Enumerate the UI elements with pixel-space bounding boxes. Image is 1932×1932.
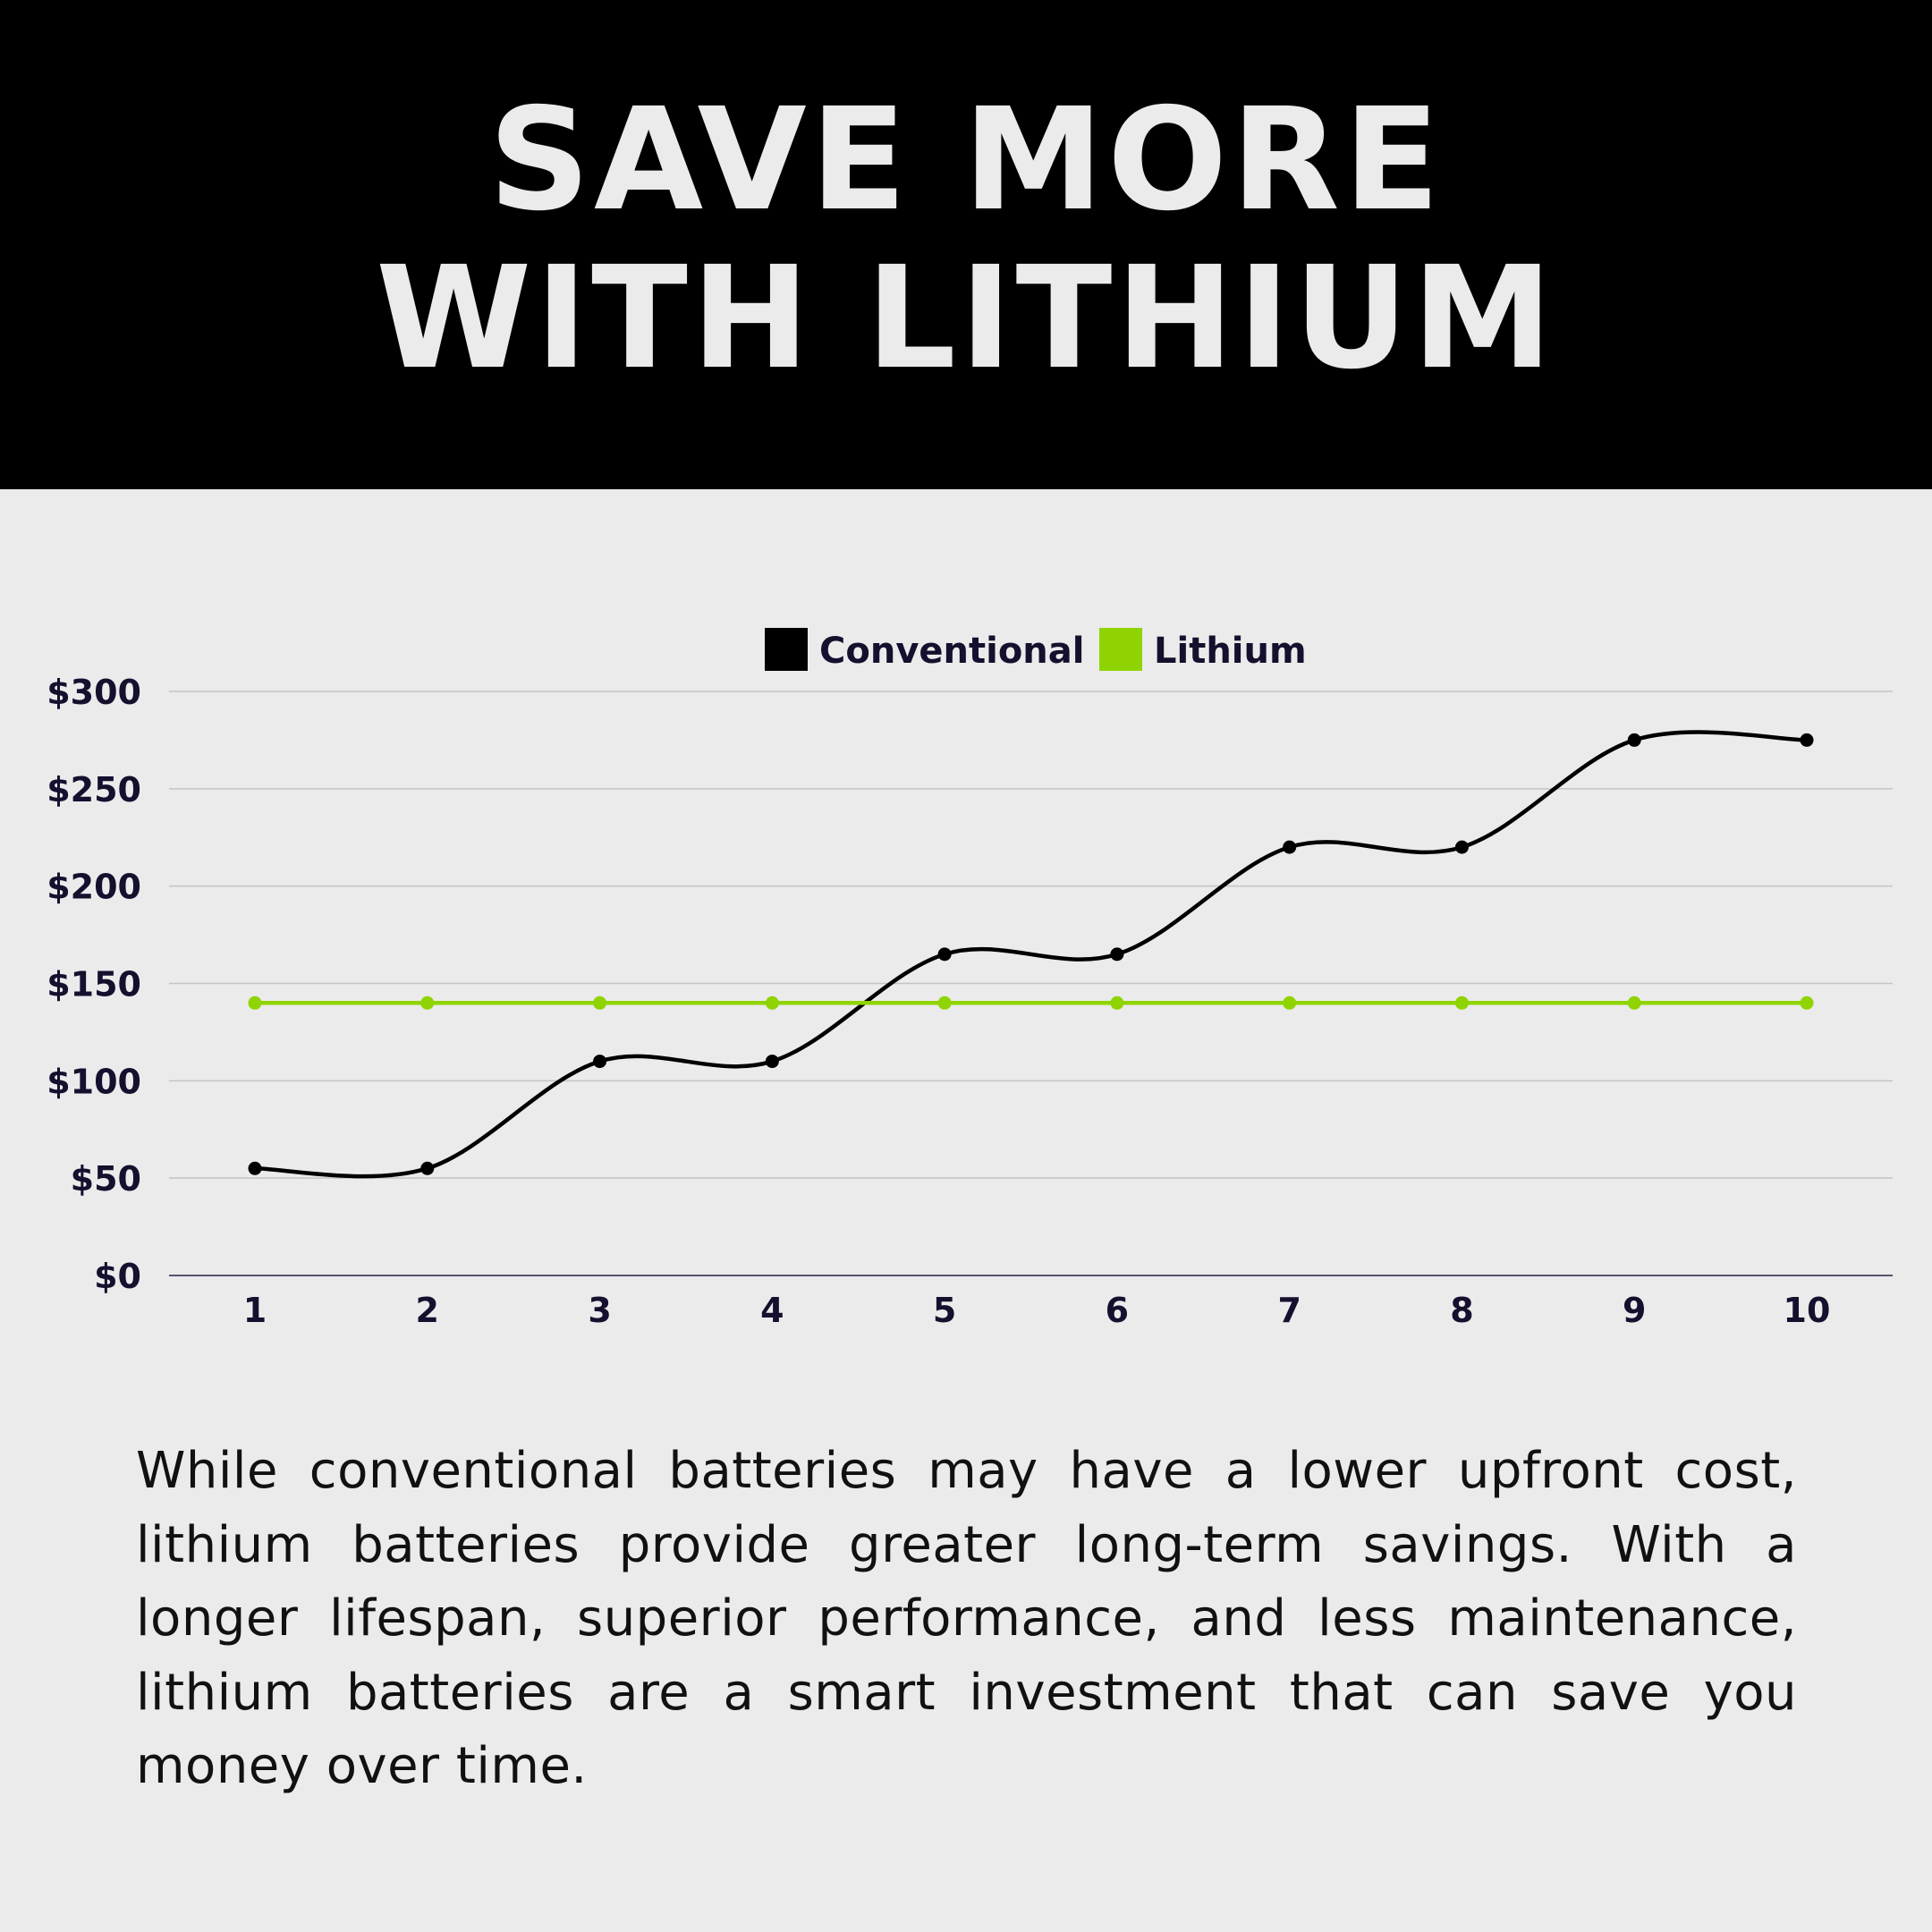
data-point-lithium [593,996,607,1010]
y-tick-label: $200 [47,868,141,907]
data-point-conventional [1627,733,1641,747]
title-line-1: SAVE MORE [488,78,1444,242]
data-point-lithium [1627,996,1641,1010]
data-point-conventional [1110,947,1124,962]
data-point-conventional [248,1161,262,1175]
y-tick-label: $100 [47,1062,141,1101]
data-point-lithium [248,996,262,1010]
data-point-conventional [420,1161,435,1175]
data-point-lithium [420,996,435,1010]
x-tick-label: 6 [1106,1291,1129,1330]
body-paragraph: While conventional batteries may have a … [136,1442,1797,1795]
data-point-lithium [937,996,952,1010]
x-tick-label: 10 [1784,1291,1831,1330]
y-tick-label: $150 [47,965,141,1004]
data-point-lithium [1283,996,1297,1010]
x-tick-label: 8 [1450,1291,1473,1330]
data-point-conventional [937,947,952,962]
legend-label: Conventional [819,631,1084,672]
x-tick-label: 1 [243,1291,267,1330]
data-point-conventional [1283,840,1297,854]
series-line-conventional [254,730,1808,1179]
title-line-2: WITH LITHIUM [376,236,1556,401]
data-point-conventional [593,1055,607,1069]
legend-swatch-conventional [765,628,808,671]
legend-swatch-lithium [1099,628,1142,671]
x-tick-label: 9 [1623,1291,1646,1330]
data-point-conventional [1454,840,1469,854]
data-point-lithium [765,996,779,1010]
data-point-lithium [1800,996,1814,1010]
y-tick-label: $50 [71,1159,141,1199]
line-chart: $0 $50 $100 $150 $200 $250 $300 1 2 3 4 5 6 7 8 9 10 Conv… [47,628,1893,1330]
y-tick-label: $0 [94,1257,141,1296]
x-tick-label: 4 [760,1291,784,1330]
x-tick-label: 2 [416,1291,439,1330]
x-tick-label: 3 [588,1291,611,1330]
data-point-conventional [765,1055,779,1069]
x-tick-label: 5 [933,1291,956,1330]
data-point-lithium [1454,996,1469,1010]
y-tick-label: $250 [47,770,141,809]
data-point-conventional [1800,733,1814,747]
x-tick-label: 7 [1277,1291,1301,1330]
y-tick-label: $300 [47,673,141,712]
legend-label: Lithium [1154,631,1307,672]
header-banner: SAVE MORE WITH LITHIUM [0,0,1932,489]
data-point-lithium [1110,996,1124,1010]
